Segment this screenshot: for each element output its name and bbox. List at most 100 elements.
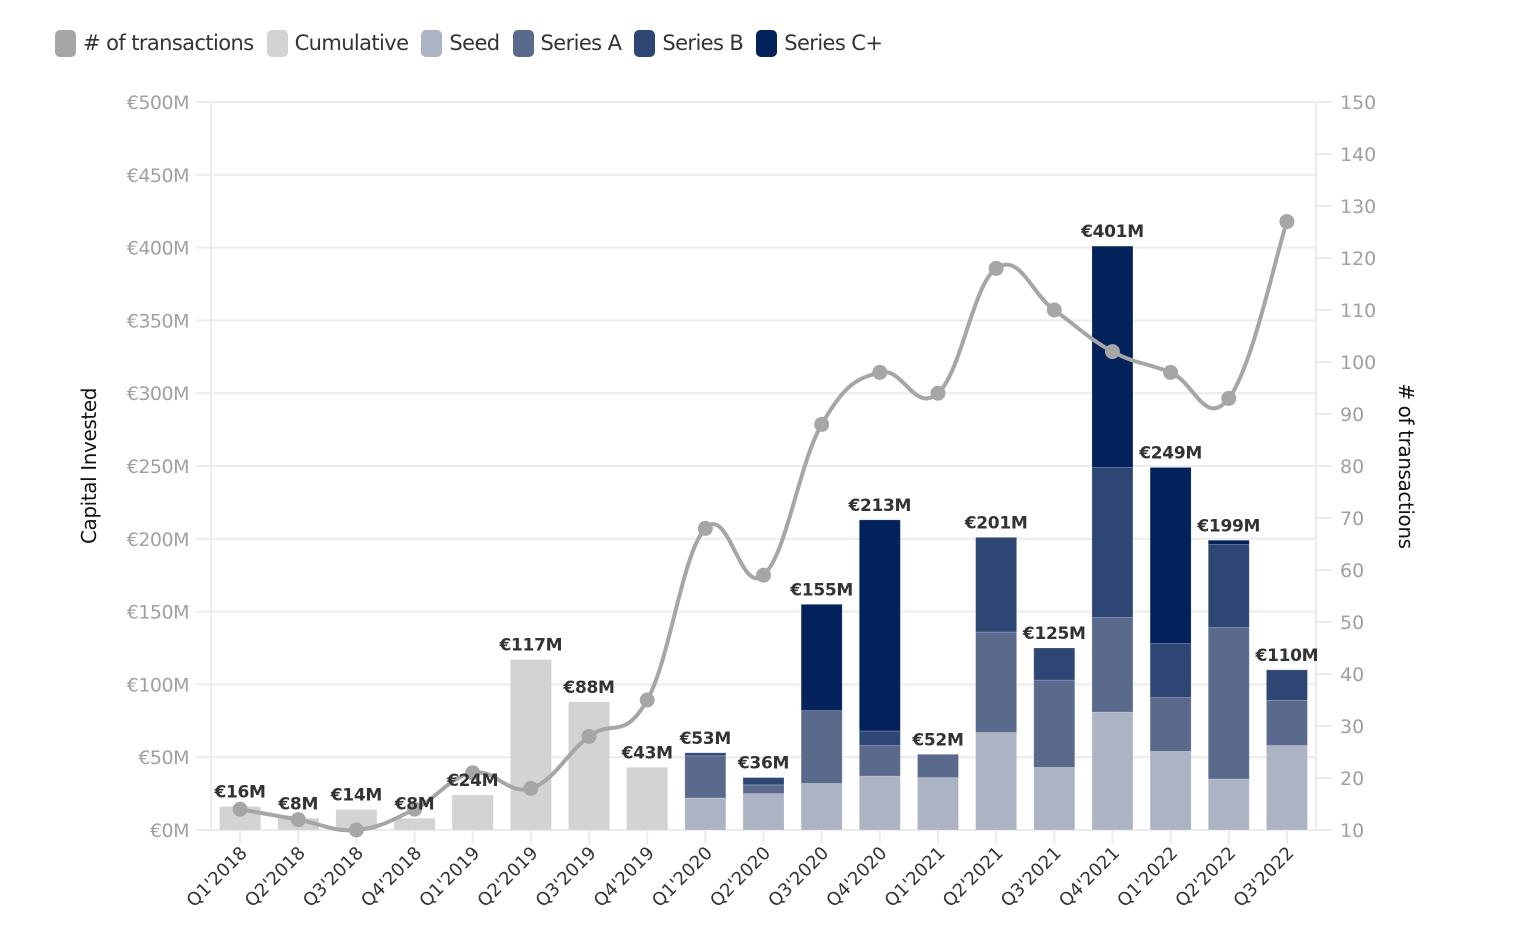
legend-item[interactable]: # of transactions xyxy=(55,29,254,57)
x-tick-label: Q3'2020 xyxy=(764,843,833,912)
legend-label: Series B xyxy=(662,31,744,55)
bar-segment-cumulative[interactable] xyxy=(335,809,377,830)
transactions-point[interactable] xyxy=(988,260,1004,276)
transactions-point[interactable] xyxy=(465,765,481,781)
bar-segment-series-a[interactable] xyxy=(684,755,727,799)
legend-swatch xyxy=(421,29,443,57)
bar-segment-series-b[interactable] xyxy=(1033,647,1076,681)
bar-segment-seed[interactable] xyxy=(1149,750,1192,831)
x-tick-label: Q1'2019 xyxy=(415,843,484,912)
transactions-point[interactable] xyxy=(1279,214,1295,230)
legend-item[interactable]: Seed xyxy=(421,29,500,57)
bar-segment-series-b[interactable] xyxy=(975,536,1018,633)
bar-segment-series-c-[interactable] xyxy=(800,603,843,712)
x-tick-label: Q1'2018 xyxy=(183,843,252,912)
transactions-point[interactable] xyxy=(639,692,655,708)
y2-tick-label: 100 xyxy=(1340,352,1376,374)
bar-segment-cumulative[interactable] xyxy=(626,767,668,830)
bar-segment-seed[interactable] xyxy=(975,732,1018,831)
bar-segment-series-b[interactable] xyxy=(684,752,727,757)
total-label: €88M xyxy=(562,678,614,698)
legend-swatch xyxy=(55,29,76,57)
bar-segment-series-a[interactable] xyxy=(975,631,1018,733)
transactions-point[interactable] xyxy=(872,364,888,380)
legend-item[interactable]: Cumulative xyxy=(266,29,409,57)
transactions-point[interactable] xyxy=(1046,302,1062,318)
transactions-point[interactable] xyxy=(290,812,306,828)
bar-segment-series-a[interactable] xyxy=(917,753,959,778)
y-tick-label: €150M xyxy=(127,602,189,624)
bar-segment-series-c-[interactable] xyxy=(1149,467,1192,645)
bar-segment-cumulative[interactable] xyxy=(452,795,494,830)
bar-segment-cumulative[interactable] xyxy=(510,659,552,830)
x-tick-label: Q3'2018 xyxy=(299,843,368,912)
transactions-point[interactable] xyxy=(523,780,539,796)
bar-segment-seed[interactable] xyxy=(917,777,959,831)
y2-tick-label: 20 xyxy=(1340,768,1364,790)
bar-segment-series-b[interactable] xyxy=(1266,669,1308,701)
y2-tick-label: 40 xyxy=(1340,664,1364,686)
bar-segment-seed[interactable] xyxy=(1266,745,1308,831)
x-tick-label: Q3'2021 xyxy=(997,843,1066,912)
x-tick-label: Q2'2018 xyxy=(241,843,310,912)
y2-axis-title: # of transactions xyxy=(1394,383,1418,548)
transactions-point[interactable] xyxy=(1163,364,1179,380)
total-label: €52M xyxy=(911,730,963,750)
bar-segment-series-b[interactable] xyxy=(1091,467,1134,618)
bar-segment-seed[interactable] xyxy=(858,775,901,831)
transactions-point[interactable] xyxy=(581,728,597,744)
bar-segment-seed[interactable] xyxy=(684,797,727,831)
y2-tick-label: 140 xyxy=(1340,144,1376,166)
bar-segment-cumulative[interactable] xyxy=(568,701,610,830)
bar-segment-seed[interactable] xyxy=(1033,766,1076,831)
legend-item[interactable]: Series B xyxy=(634,29,744,57)
bar-segment-series-a[interactable] xyxy=(1091,617,1134,713)
bar-segment-series-a[interactable] xyxy=(1266,700,1308,746)
y-axis-title: Capital Invested xyxy=(77,388,101,544)
bar-segment-series-a[interactable] xyxy=(1149,697,1192,752)
bar-segment-series-c-[interactable] xyxy=(1207,539,1250,546)
bar-segment-seed[interactable] xyxy=(742,793,785,831)
bar-segment-seed[interactable] xyxy=(800,783,843,831)
total-label: €36M xyxy=(737,754,789,774)
bar-segment-seed[interactable] xyxy=(1207,778,1250,831)
total-label: €201M xyxy=(964,513,1028,533)
bar-segment-series-a[interactable] xyxy=(742,784,785,795)
transactions-point[interactable] xyxy=(1221,390,1237,406)
y-tick-label: €450M xyxy=(127,165,189,187)
y2-tick-label: 60 xyxy=(1340,560,1364,582)
y-tick-label: €250M xyxy=(127,456,189,478)
bar-segment-series-b[interactable] xyxy=(1149,643,1192,698)
bar-segment-series-c-[interactable] xyxy=(858,519,901,732)
x-tick-label: Q1'2021 xyxy=(881,843,950,912)
bar-segment-series-b[interactable] xyxy=(742,777,785,786)
y2-tick-label: 10 xyxy=(1340,820,1364,842)
legend-item[interactable]: Series C+ xyxy=(756,29,883,57)
x-tick-label: Q4'2018 xyxy=(357,843,426,912)
bar-segment-cumulative[interactable] xyxy=(394,818,436,830)
bar-segment-series-a[interactable] xyxy=(1033,679,1076,768)
bar-segment-series-b[interactable] xyxy=(1207,544,1250,629)
y2-tick-label: 80 xyxy=(1340,456,1364,478)
transactions-point[interactable] xyxy=(930,385,946,401)
transactions-point[interactable] xyxy=(232,801,248,817)
transactions-point[interactable] xyxy=(1104,344,1120,360)
legend-item[interactable]: Series A xyxy=(512,29,622,57)
bar-segment-series-a[interactable] xyxy=(1207,627,1250,780)
x-tick-label: Q3'2019 xyxy=(532,843,601,912)
y-tick-label: €50M xyxy=(138,747,189,769)
bar-segment-seed[interactable] xyxy=(1091,711,1134,831)
transactions-point[interactable] xyxy=(814,416,830,432)
y2-tick-label: 150 xyxy=(1340,92,1376,114)
bar-segment-series-b[interactable] xyxy=(858,730,901,746)
transactions-point[interactable] xyxy=(697,520,713,536)
total-label: €53M xyxy=(679,729,731,749)
y-tick-label: €200M xyxy=(127,529,189,551)
transactions-point[interactable] xyxy=(407,801,423,817)
bar-segment-series-a[interactable] xyxy=(800,710,843,784)
transactions-point[interactable] xyxy=(756,567,771,583)
transactions-point[interactable] xyxy=(348,822,364,838)
bar-segment-series-a[interactable] xyxy=(858,745,901,777)
total-label: €16M xyxy=(213,783,265,803)
